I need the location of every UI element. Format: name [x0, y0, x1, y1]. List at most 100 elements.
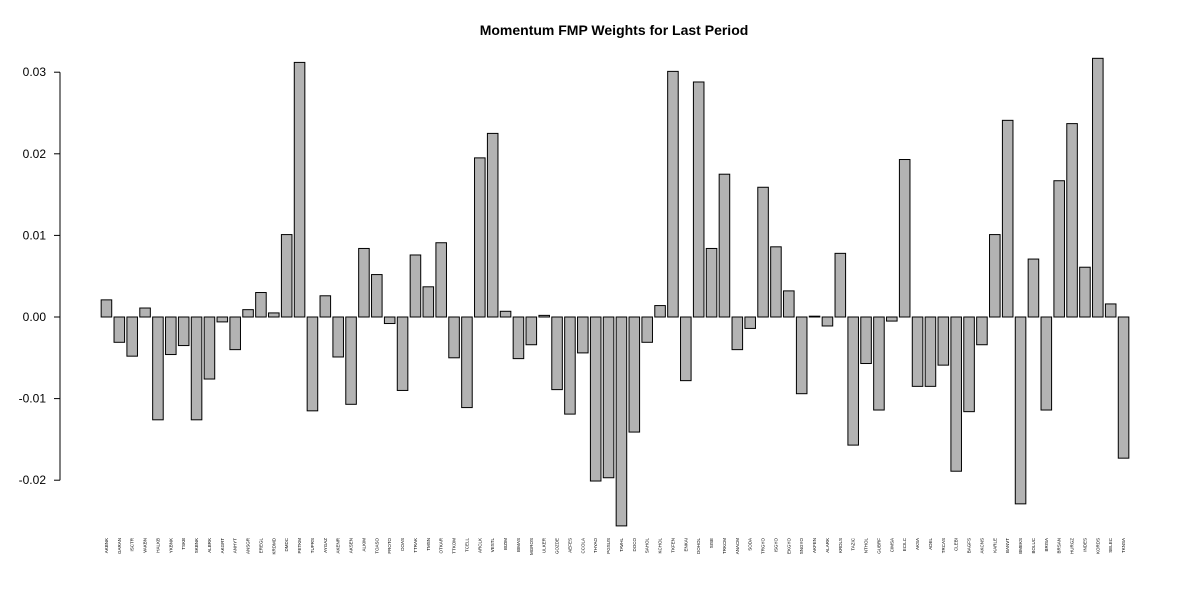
bar-otkar	[435, 242, 447, 318]
bar-ansgr	[242, 309, 254, 318]
x-tick-label: ALARK	[825, 538, 830, 553]
bars	[100, 57, 1130, 527]
x-tick-label: ALBRK	[207, 538, 212, 553]
bar-halkb	[152, 316, 164, 421]
x-tick-label: SNGYO	[799, 538, 804, 555]
x-tick-label: VAKBN	[143, 538, 148, 553]
x-tick-label: TTKOM	[452, 538, 457, 554]
y-tick-label: 0.03	[23, 65, 47, 79]
x-tick-label: KCHOL	[658, 538, 663, 554]
x-tick-label: BOLUC	[1031, 537, 1036, 553]
bar-doco	[628, 316, 641, 433]
x-tick-label: BMEKS	[1018, 538, 1023, 554]
x-tick-label: TSKB	[181, 538, 186, 550]
x-tick-label: TKNSA	[1121, 538, 1126, 553]
bar-tazic	[847, 316, 859, 446]
x-tick-label: CIMSA	[889, 538, 894, 552]
bar-dohol	[692, 81, 705, 318]
bar-doas	[396, 316, 409, 391]
bar-isctr	[126, 316, 138, 357]
x-tick-label: DOAS	[400, 538, 405, 551]
bar-tuprs	[306, 316, 319, 412]
x-tick-label: PGSUS	[606, 538, 611, 554]
bar-ttkom	[448, 316, 460, 359]
bar-pgsus	[602, 316, 615, 479]
bar-akgrt	[216, 316, 229, 323]
bar-adel	[924, 316, 937, 387]
bar-trgyo	[757, 186, 769, 318]
x-tick-label: TTRAK	[413, 538, 418, 553]
x-tick-label: TOASO	[374, 538, 379, 554]
bar-tcell	[461, 316, 473, 409]
bar-ulker	[538, 314, 550, 318]
x-tick-label: DOCO	[632, 538, 637, 552]
bar-tmsn	[422, 286, 435, 318]
bar-banvt	[1001, 119, 1014, 318]
x-tick-label: SAHOL	[645, 538, 650, 554]
bar-aksen	[345, 316, 357, 405]
bar-anhyt	[229, 316, 241, 351]
x-tick-labels: AKBNK GARAN ISCTR VAKBN HALKB YKBNK TSKB SKBNK A…	[104, 537, 1126, 555]
x-tick-label: AKENR	[336, 537, 341, 553]
bar-isgyo	[770, 246, 782, 318]
bar-akcns	[976, 316, 988, 346]
x-tick-label: EREGL	[258, 538, 263, 554]
bar-arclk	[474, 157, 486, 318]
x-tick-label: ANHYT	[233, 538, 238, 554]
y-tick-label: -0.01	[19, 392, 47, 406]
x-tick-label: TCELL	[464, 538, 469, 553]
x-tick-label: HURGZ	[1070, 538, 1075, 554]
x-tick-label: ARCLK	[477, 538, 482, 553]
x-tick-label: TRKCM	[722, 538, 727, 554]
x-tick-label: ECILC	[902, 537, 907, 551]
x-tick-label: OTKAR	[439, 537, 444, 553]
bar-tkfen	[667, 70, 679, 318]
bar-karle	[989, 234, 1001, 318]
x-tick-label: KRDMD	[271, 537, 276, 554]
bar-alkim	[358, 247, 370, 318]
y-axis: -0.02 -0.01 0.00 0.01 0.02 0.03	[19, 65, 61, 487]
bar-boluc	[1027, 258, 1040, 318]
bar-garan	[113, 316, 126, 343]
bar-ttrak	[409, 254, 422, 318]
bar-clebi	[950, 316, 962, 472]
x-tick-label: AKFEN	[812, 538, 817, 553]
bar-aygaz	[319, 295, 332, 318]
x-tick-label: TUPRS	[310, 538, 315, 553]
bar-anacm	[731, 316, 744, 351]
bar-brsan	[1053, 180, 1065, 318]
x-tick-label: ALKIM	[361, 538, 366, 552]
bar-tknsa	[1117, 316, 1130, 459]
x-tick-label: AEFES	[567, 538, 572, 553]
x-tick-label: MGROS	[529, 538, 534, 555]
bar-ykbnk	[165, 316, 177, 356]
bar-kords	[1092, 57, 1104, 318]
x-tick-label: TAVHL	[619, 538, 624, 552]
bar-cimsa	[886, 316, 898, 322]
bar-kchol	[654, 305, 666, 318]
x-tick-label: AKCNS	[979, 538, 984, 554]
x-tick-label: SKBNK	[194, 538, 199, 553]
bar-selec	[1104, 303, 1117, 318]
bar-indes	[1079, 266, 1091, 318]
chart-title: Momentum FMP Weights for Last Period	[480, 22, 749, 38]
bar-akbnk	[100, 299, 113, 318]
x-tick-label: SODA	[748, 538, 753, 551]
x-tick-label: CLEBI	[954, 538, 959, 551]
x-tick-label: BAGFS	[967, 538, 972, 553]
bar-ekgyo	[783, 290, 795, 318]
bar-trcas	[937, 316, 950, 366]
y-tick-label: 0.01	[23, 228, 47, 242]
x-tick-label: PETKM	[297, 538, 302, 554]
x-tick-label: GARAN	[117, 538, 122, 554]
x-tick-label: AKSA	[915, 538, 920, 550]
bar-bagfs	[963, 316, 975, 413]
bar-vakbn	[139, 307, 151, 318]
bar-hurgz	[1066, 123, 1078, 318]
bar-sise	[705, 247, 718, 318]
x-tick-label: NTHOL	[864, 538, 869, 554]
x-tick-label: ISCTR	[130, 537, 135, 551]
x-tick-label: TKFEN	[670, 538, 675, 553]
x-tick-label: EKGYO	[786, 538, 791, 555]
x-tick-label: BRSAN	[1057, 538, 1062, 554]
